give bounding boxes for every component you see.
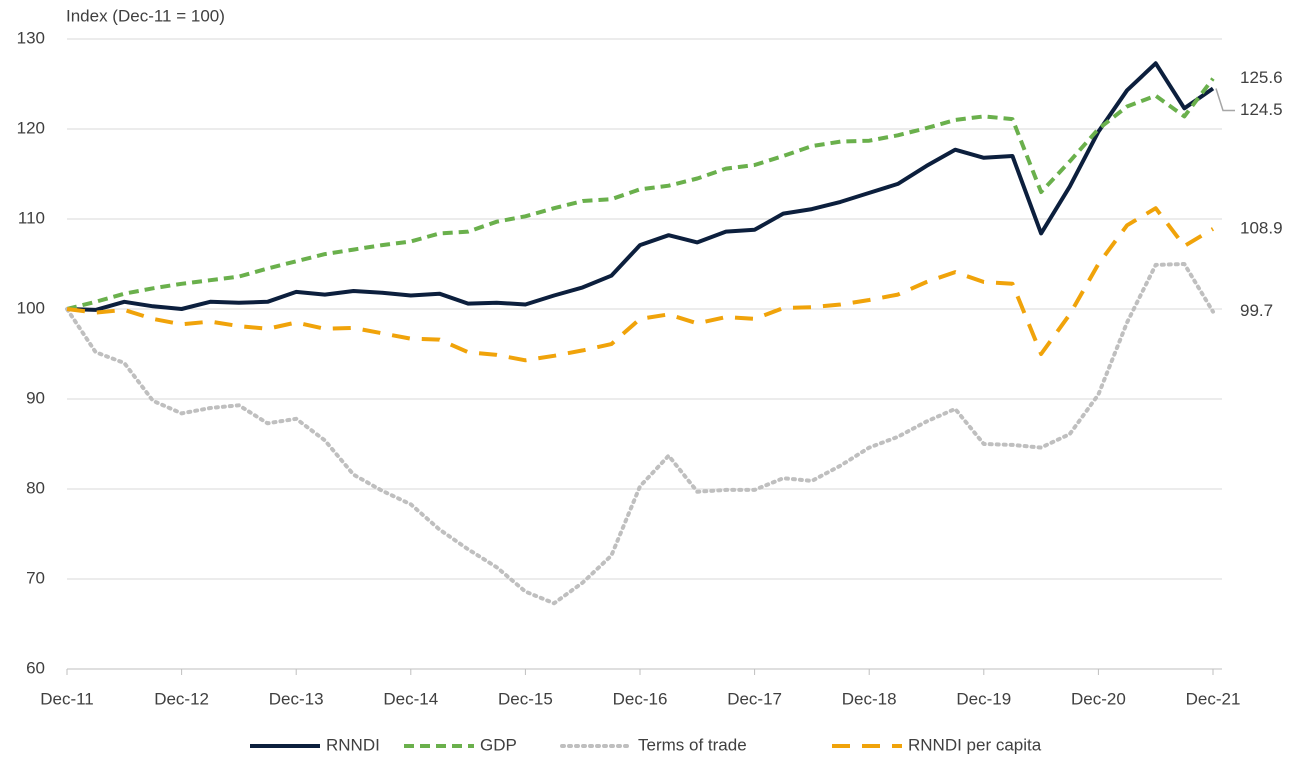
y-tick-label: 120 [17,118,45,137]
y-tick-label: 110 [18,208,45,227]
y-tick-label: 60 [26,658,45,677]
legend-label: GDP [480,735,517,754]
end-label: 99.7 [1240,301,1273,320]
legend-label: RNNDI per capita [908,735,1042,754]
x-tick-label: Dec-14 [383,689,438,708]
series-line [65,262,1215,606]
y-tick-label: 70 [26,568,45,587]
x-tick-label: Dec-15 [498,689,553,708]
series-line [66,77,1215,311]
end-label: 124.5 [1240,100,1283,119]
x-tick-label: Dec-11 [40,689,94,708]
x-tick-label: Dec-17 [727,689,782,708]
series-line [66,61,1215,312]
legend-label: Terms of trade [638,735,747,754]
y-tick-label: 90 [26,388,45,407]
x-tick-label: Dec-12 [154,689,209,708]
series-line [66,206,1215,363]
y-tick-label: 100 [17,298,45,317]
y-axis-title: Index (Dec-11 = 100) [66,6,225,25]
end-label: 108.9 [1240,218,1283,237]
x-tick-label: Dec-13 [269,689,324,708]
x-tick-label: Dec-20 [1071,689,1126,708]
leader-line [1215,88,1235,112]
x-tick-label: Dec-18 [842,689,897,708]
end-label: 125.6 [1240,68,1283,87]
y-tick-label: 80 [26,478,45,497]
y-tick-label: 130 [17,28,45,47]
legend-label: RNNDI [326,735,380,754]
x-tick-label: Dec-16 [613,689,668,708]
x-tick-label: Dec-19 [956,689,1011,708]
x-tick-label: Dec-21 [1186,689,1241,708]
